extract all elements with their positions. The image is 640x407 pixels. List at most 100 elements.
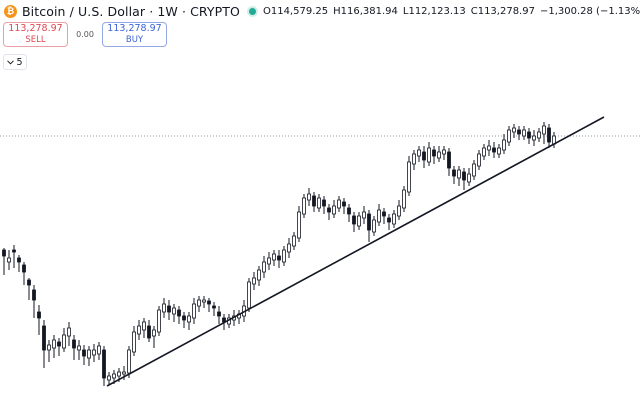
candle bbox=[47, 344, 51, 351]
candle bbox=[442, 149, 446, 155]
candle bbox=[117, 371, 121, 377]
candle bbox=[502, 139, 506, 151]
candle bbox=[472, 163, 476, 177]
candle bbox=[432, 149, 436, 157]
candle bbox=[212, 305, 216, 309]
bitcoin-icon: ₿ bbox=[4, 4, 17, 18]
candle bbox=[172, 307, 176, 315]
candle bbox=[457, 169, 461, 179]
candle bbox=[292, 235, 296, 247]
candle bbox=[62, 334, 66, 349]
candle bbox=[322, 199, 326, 207]
candle bbox=[37, 311, 41, 319]
candle bbox=[437, 151, 441, 159]
candle bbox=[82, 349, 86, 357]
candle bbox=[277, 255, 281, 261]
candle bbox=[362, 211, 366, 219]
candle bbox=[347, 207, 351, 215]
candle bbox=[387, 217, 391, 223]
candle bbox=[152, 329, 156, 337]
candle bbox=[57, 341, 61, 347]
candle bbox=[337, 199, 341, 209]
candle bbox=[137, 325, 141, 335]
candle bbox=[452, 169, 456, 177]
candle bbox=[162, 303, 166, 313]
candle bbox=[157, 309, 161, 333]
candle bbox=[102, 349, 106, 379]
candle bbox=[72, 339, 76, 349]
candle bbox=[297, 211, 301, 239]
buy-label: BUY bbox=[125, 35, 144, 45]
candles bbox=[2, 122, 556, 386]
sell-button[interactable]: 113,278.97 SELL bbox=[3, 22, 68, 47]
candle bbox=[537, 131, 541, 139]
candle bbox=[107, 375, 111, 381]
candle bbox=[412, 153, 416, 165]
candle bbox=[77, 345, 81, 351]
candle bbox=[22, 264, 26, 273]
candle bbox=[367, 213, 371, 231]
candle bbox=[377, 209, 381, 223]
candle bbox=[527, 131, 531, 139]
candle bbox=[177, 309, 181, 317]
open-value: O114,579.25 bbox=[262, 5, 329, 17]
candle bbox=[407, 161, 411, 193]
symbol-title[interactable]: Bitcoin / U.S. Dollar · 1W · CRYPTO bbox=[22, 3, 240, 19]
candle bbox=[287, 243, 291, 253]
candle bbox=[142, 321, 146, 331]
candle bbox=[217, 311, 221, 317]
candle bbox=[327, 207, 331, 213]
candle bbox=[417, 149, 421, 157]
candle bbox=[182, 315, 186, 321]
candle bbox=[52, 339, 56, 349]
candle bbox=[17, 257, 21, 263]
candle bbox=[262, 261, 266, 273]
candle bbox=[87, 349, 91, 359]
sell-label: SELL bbox=[25, 35, 46, 45]
candle bbox=[317, 197, 321, 209]
candle bbox=[267, 257, 271, 265]
buy-button[interactable]: 113,278.97 BUY bbox=[102, 22, 167, 47]
sell-price: 113,278.97 bbox=[8, 23, 63, 34]
change-value: −1,300.28 (−1.13%) bbox=[539, 5, 640, 17]
candle bbox=[32, 289, 36, 301]
candle bbox=[167, 305, 171, 313]
candle bbox=[532, 135, 536, 141]
candle bbox=[2, 249, 6, 257]
high-value: H116,381.94 bbox=[333, 5, 398, 17]
spread-value: 0.00 bbox=[76, 30, 94, 39]
close-value: C113,278.97 bbox=[470, 5, 535, 17]
buy-price: 113,278.97 bbox=[107, 23, 162, 34]
candle bbox=[27, 279, 31, 286]
candle bbox=[282, 249, 286, 263]
candle bbox=[147, 325, 151, 339]
candle bbox=[392, 213, 396, 225]
candle bbox=[372, 219, 376, 233]
candle bbox=[482, 147, 486, 157]
candle bbox=[252, 277, 256, 285]
candle bbox=[202, 299, 206, 303]
ohlc-values: O114,579.25 H116,381.94 L112,123.13 C113… bbox=[263, 6, 640, 17]
candle bbox=[7, 257, 11, 263]
candle bbox=[67, 327, 71, 337]
candle bbox=[402, 189, 406, 209]
candle bbox=[342, 201, 346, 207]
candle bbox=[497, 147, 501, 155]
trend-line[interactable] bbox=[106, 116, 605, 387]
candle bbox=[207, 300, 211, 305]
indicators-toggle-button[interactable]: 5 bbox=[3, 54, 27, 70]
candle bbox=[307, 193, 311, 201]
candle bbox=[477, 153, 481, 167]
candle bbox=[272, 253, 276, 261]
market-status-icon bbox=[248, 7, 256, 15]
candle bbox=[352, 215, 356, 225]
candle bbox=[422, 151, 426, 161]
candle bbox=[492, 147, 496, 153]
candle bbox=[132, 331, 136, 353]
symbol-legend: ₿ Bitcoin / U.S. Dollar · 1W · CRYPTO O1… bbox=[4, 3, 640, 19]
candle bbox=[382, 211, 386, 217]
candle bbox=[312, 195, 316, 207]
candle bbox=[112, 373, 116, 379]
trade-panel: 113,278.97 SELL 0.00 113,278.97 BUY bbox=[3, 22, 167, 47]
